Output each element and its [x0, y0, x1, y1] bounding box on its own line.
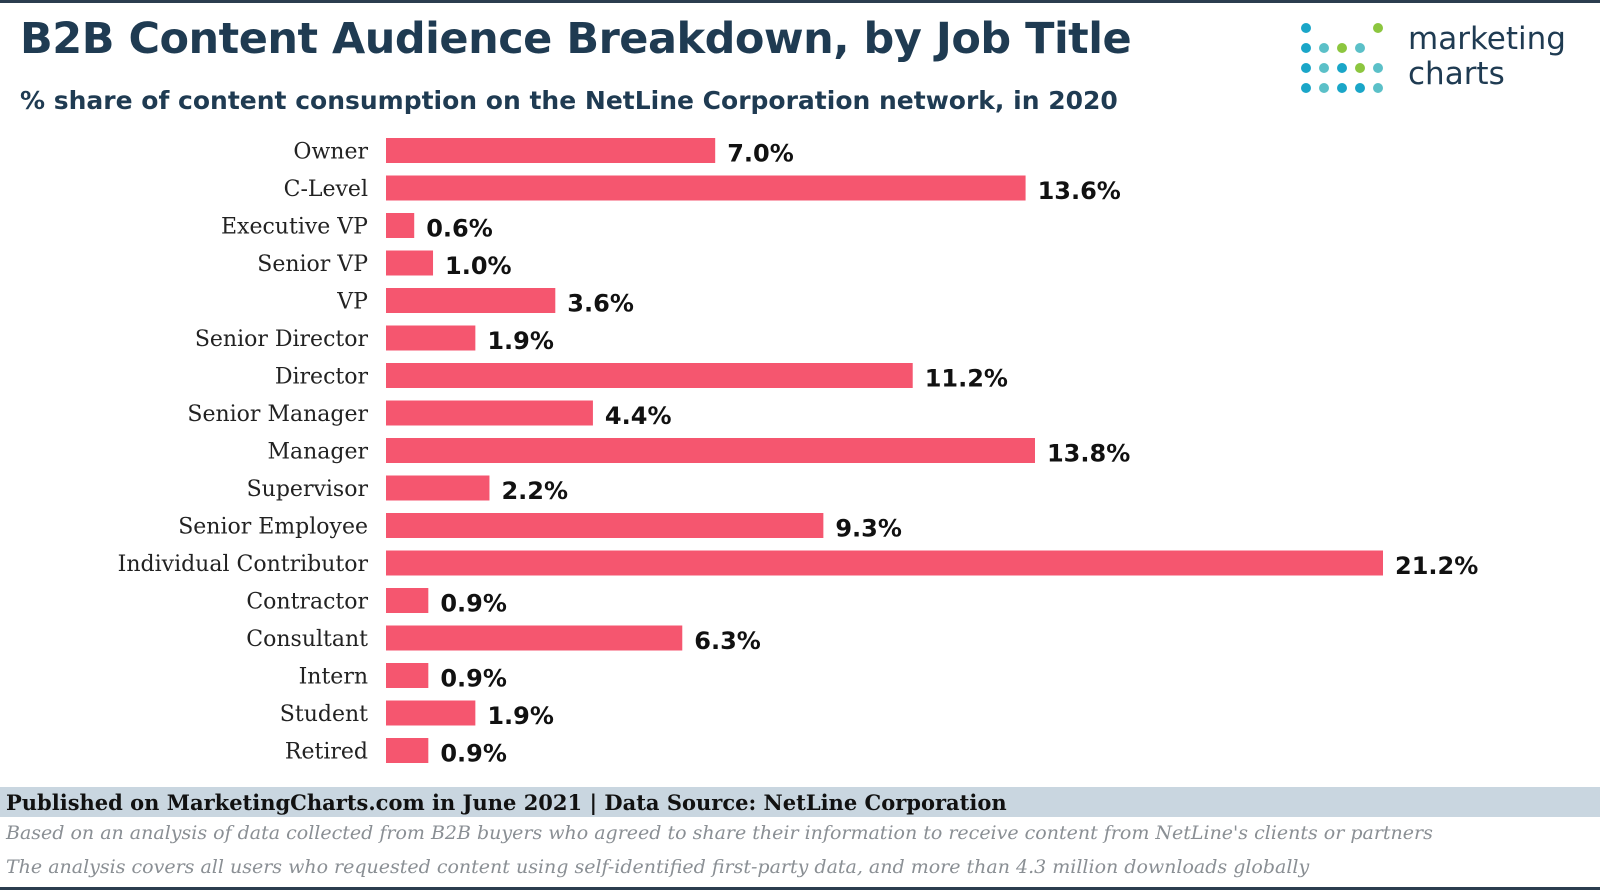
chart-title: B2B Content Audience Breakdown, by Job T… — [20, 14, 1132, 64]
value-label-contractor: 0.9% — [440, 590, 507, 618]
bar-supervisor — [386, 475, 490, 501]
value-label-manager: 13.8% — [1047, 440, 1130, 468]
category-label-senior-employee: Senior Employee — [178, 515, 368, 540]
category-label-intern: Intern — [299, 665, 368, 690]
footer-note-2: The analysis covers all users who reques… — [6, 856, 1310, 878]
category-label-supervisor: Supervisor — [247, 477, 369, 502]
value-label-senior-employee: 9.3% — [835, 515, 902, 543]
category-label-owner: Owner — [293, 140, 368, 165]
category-label-consultant: Consultant — [246, 627, 368, 652]
value-label-senior-director: 1.9% — [487, 327, 554, 355]
bar-student — [386, 700, 476, 726]
category-label-vp: VP — [336, 290, 368, 315]
footer-published: Published on MarketingCharts.com in June… — [6, 790, 1007, 815]
category-label-c-level: C-Level — [284, 177, 368, 202]
value-label-senior-vp: 1.0% — [445, 252, 512, 280]
category-label-senior-vp: Senior VP — [257, 252, 368, 277]
category-label-retired: Retired — [285, 740, 368, 765]
value-label-individual-contributor: 21.2% — [1395, 552, 1478, 580]
bar-owner — [386, 138, 716, 163]
logo-line-2: charts — [1408, 56, 1505, 92]
bottom-rule — [0, 887, 1600, 890]
footer-note-1: Based on an analysis of data collected f… — [6, 822, 1433, 844]
value-label-supervisor: 2.2% — [501, 477, 568, 505]
bar-manager — [386, 438, 1035, 463]
bar-senior-manager — [386, 400, 593, 426]
value-label-vp: 3.6% — [567, 290, 634, 318]
logo-text: marketing charts — [1408, 22, 1566, 92]
category-label-director: Director — [275, 365, 369, 390]
bar-chart: Owner 7.0% C-Level 13.6% Executive VP 0.6% Sen… — [118, 138, 1478, 768]
bar-senior-employee — [386, 513, 824, 538]
value-label-executive-vp: 0.6% — [426, 215, 493, 243]
value-label-student: 1.9% — [487, 702, 554, 730]
footer-band: Published on MarketingCharts.com in June… — [0, 787, 1600, 817]
category-label-contractor: Contractor — [246, 590, 368, 615]
category-label-manager: Manager — [267, 440, 368, 465]
category-label-student: Student — [280, 702, 368, 727]
category-label-senior-manager: Senior Manager — [187, 402, 368, 427]
value-label-director: 11.2% — [925, 365, 1008, 393]
bar-intern — [386, 663, 429, 688]
value-label-owner: 7.0% — [727, 140, 794, 168]
chart-subtitle: % share of content consumption on the Ne… — [20, 86, 1118, 115]
value-label-consultant: 6.3% — [694, 627, 761, 655]
bar-consultant — [386, 625, 683, 651]
bar-director — [386, 363, 913, 388]
category-label-senior-director: Senior Director — [195, 327, 369, 352]
bar-c-level — [386, 175, 1026, 201]
logo-dots-icon — [1301, 23, 1383, 93]
value-label-retired: 0.9% — [440, 740, 507, 768]
bar-individual-contributor — [386, 550, 1383, 576]
category-label-individual-contributor: Individual Contributor — [118, 552, 369, 577]
bar-executive-vp — [386, 213, 415, 238]
value-label-senior-manager: 4.4% — [605, 402, 672, 430]
logo-line-1: marketing — [1408, 21, 1566, 57]
value-label-intern: 0.9% — [440, 665, 507, 693]
category-label-executive-vp: Executive VP — [221, 215, 368, 240]
bar-senior-director — [386, 325, 476, 351]
bar-vp — [386, 288, 556, 313]
bar-retired — [386, 738, 429, 763]
top-rule — [0, 0, 1600, 3]
bar-senior-vp — [386, 250, 434, 276]
marketing-charts-logo[interactable]: marketing charts — [1300, 20, 1590, 100]
bar-contractor — [386, 588, 429, 613]
value-label-c-level: 13.6% — [1038, 177, 1121, 205]
